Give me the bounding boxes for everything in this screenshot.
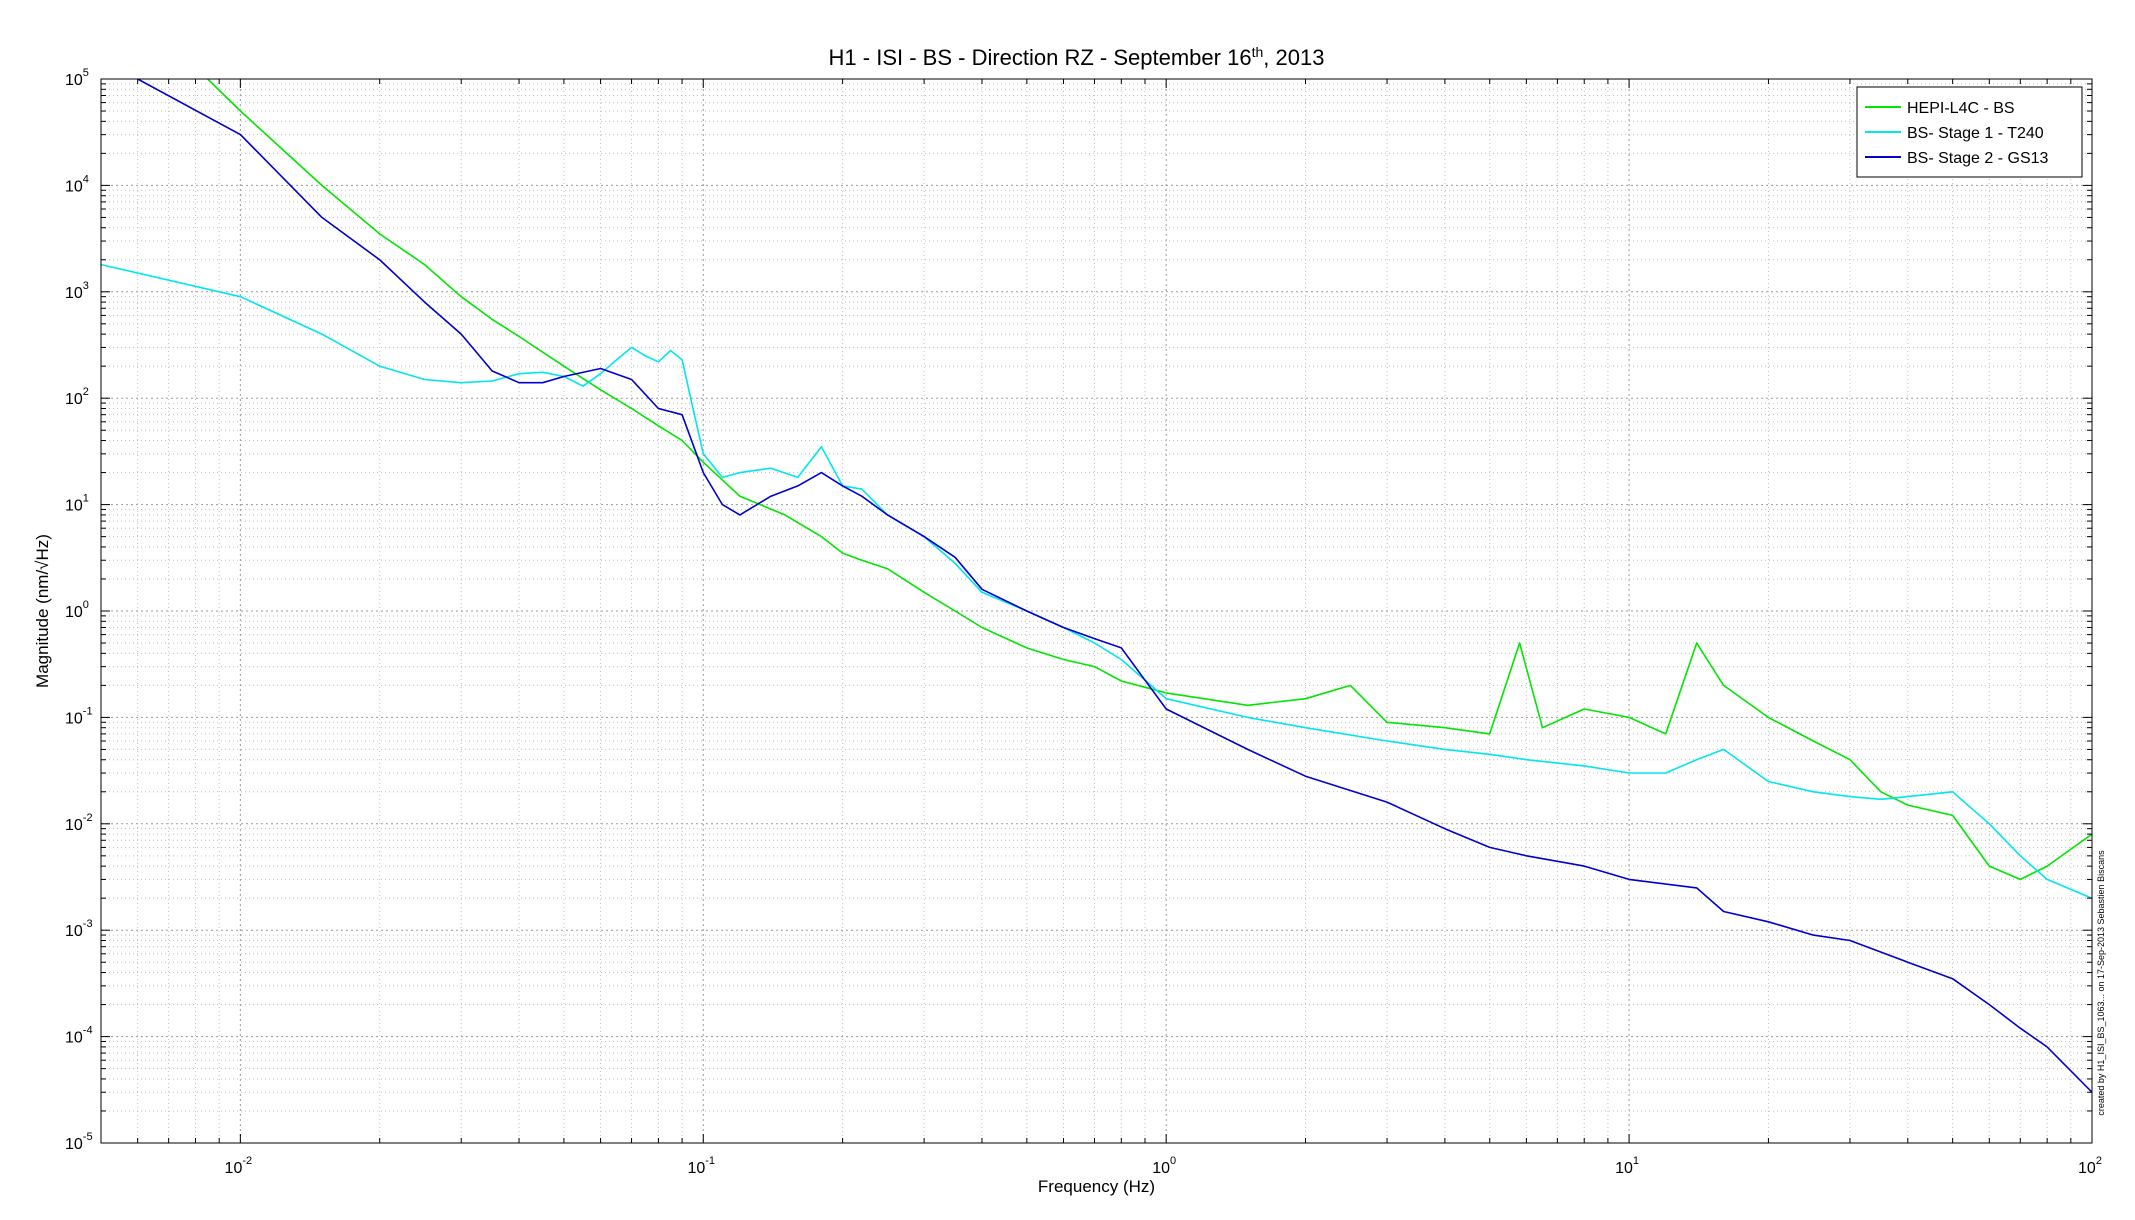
axis-ticks: 10-2 10-1 100 101 102 105 104 103 102 101 100 10-1 1… <box>65 67 2102 1177</box>
series-line-3 <box>137 79 2092 1093</box>
legend: HEPI-L4C - BS BS- Stage 1 - T240 BS- Stage… <box>1856 86 2083 178</box>
x-tick-label: 10-2 <box>225 1155 253 1177</box>
y-tick-label: 102 <box>65 386 89 408</box>
y-tick-label: 10-1 <box>65 705 93 727</box>
x-tick-label: 102 <box>2078 1155 2102 1177</box>
x-tick-label: 101 <box>1615 1155 1639 1177</box>
legend-label-3: BS- Stage 2 - GS13 <box>1907 150 2049 167</box>
chart-title-suffix: , 2013 <box>1263 45 1324 70</box>
chart-title-text: H1 - ISI - BS - Direction RZ - September… <box>829 44 1325 70</box>
x-axis-label: Frequency (Hz) <box>1038 1177 1155 1196</box>
y-tick-label: 10-4 <box>65 1025 93 1047</box>
legend-label-2: BS- Stage 1 - T240 <box>1907 125 2044 142</box>
legend-label-1: HEPI-L4C - BS <box>1907 100 2015 117</box>
x-tick-label: 10-1 <box>687 1155 715 1177</box>
x-tick-label: 100 <box>1152 1155 1176 1177</box>
chart-title-superscript: th <box>1252 44 1264 60</box>
y-tick-label: 101 <box>65 493 89 515</box>
y-tick-label: 105 <box>65 67 89 89</box>
chart-title-prefix: H1 - ISI - BS - Direction RZ - September… <box>829 45 1252 70</box>
y-tick-label: 100 <box>65 599 89 621</box>
y-tick-label: 103 <box>65 280 89 302</box>
series-line-1 <box>204 79 2092 881</box>
chart-title: H1 - ISI - BS - Direction RZ - September… <box>829 44 1325 70</box>
y-tick-label: 10-5 <box>65 1131 93 1153</box>
y-tick-label: 104 <box>65 173 89 195</box>
series-layer <box>101 79 2092 1093</box>
y-tick-label: 10-2 <box>65 812 93 834</box>
y-axis-label: Magnitude (nm/√Hz) <box>33 534 52 688</box>
y-tick-label: 10-3 <box>65 918 93 940</box>
side-annotation: created by H1_ISI_BS_1063... on 17-Sep-2… <box>2096 850 2106 1116</box>
